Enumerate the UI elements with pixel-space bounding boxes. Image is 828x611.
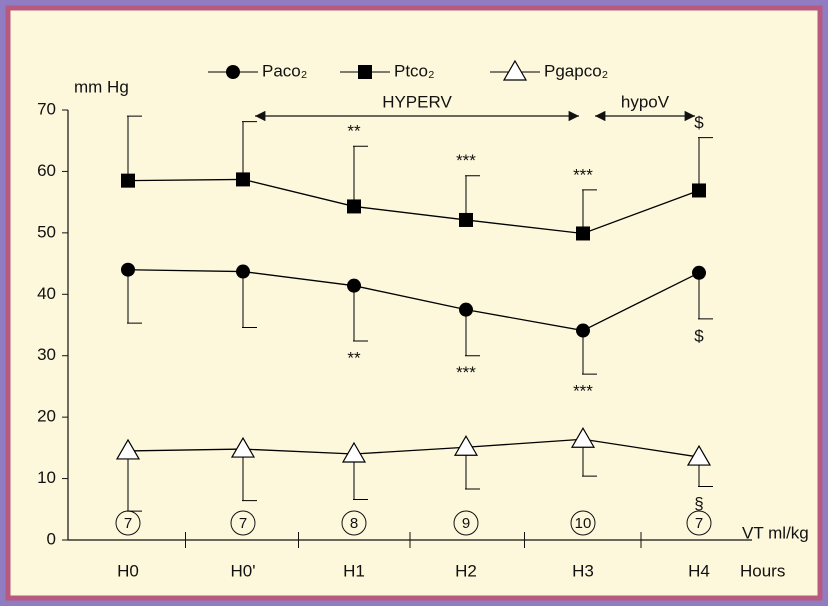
y-tick-label: 10 (37, 468, 56, 487)
n-value: 9 (462, 515, 470, 532)
point (692, 183, 706, 198)
x-tick-label: H0 (117, 561, 139, 580)
x-axis-label: Hours (740, 561, 785, 580)
error-bar (127, 450, 142, 512)
error-bar (127, 269, 142, 324)
y-tick-label: 50 (37, 222, 56, 241)
significance-label: ** (347, 122, 361, 141)
significance-label: *** (573, 165, 593, 184)
x-tick-label: H1 (343, 561, 365, 580)
significance-label: *** (456, 363, 476, 382)
x-tick-label: H3 (572, 561, 594, 580)
x-tick-label: H4 (688, 561, 710, 580)
y-axis-label: mm Hg (74, 77, 129, 96)
point (570, 427, 596, 448)
error-bar (465, 309, 480, 357)
point (459, 212, 473, 227)
y-tick-label: 40 (37, 284, 56, 303)
point (459, 302, 473, 317)
legend-marker (502, 59, 528, 81)
error-bar (242, 121, 257, 180)
error-bar (698, 272, 713, 320)
n-circle (686, 510, 712, 536)
error-bar (465, 175, 480, 220)
point (236, 172, 250, 187)
n-value: 10 (575, 515, 592, 532)
error-bar (127, 115, 142, 181)
point (236, 264, 250, 279)
error-bar (698, 137, 713, 191)
y-tick-label: 0 (47, 529, 56, 548)
n-value: 8 (350, 515, 358, 532)
phase-label: HYPERV (382, 92, 452, 111)
n-value: 7 (239, 515, 247, 532)
error-bar (242, 271, 257, 328)
n-circle (570, 510, 596, 536)
significance-label: $ (694, 326, 704, 345)
point (686, 444, 712, 466)
legend-label: Ptco₂ (394, 61, 435, 80)
point (347, 278, 361, 293)
n-circle (230, 510, 256, 536)
n-circle (453, 510, 479, 536)
n-circle (341, 510, 367, 536)
legend-label: Pgapco₂ (544, 61, 608, 80)
error-bar (582, 330, 597, 375)
legend-marker (358, 65, 372, 79)
error-bar (353, 285, 368, 342)
frame-inner (5, 5, 823, 601)
x-tick-label: H0' (231, 561, 256, 580)
point (121, 173, 135, 188)
x-tick-label: H2 (455, 561, 477, 580)
series-line (127, 269, 700, 332)
point (341, 441, 367, 463)
significance-label: ** (347, 348, 361, 367)
point (576, 226, 590, 241)
significance-label: $ (694, 113, 704, 132)
point (121, 262, 135, 277)
phase-label: hypoV (621, 92, 670, 111)
point (453, 435, 479, 456)
series-line (127, 178, 700, 235)
significance-label: *** (573, 382, 593, 401)
y-tick-label: 30 (37, 345, 56, 364)
y-tick-label: 60 (37, 161, 56, 180)
error-bar (353, 145, 368, 207)
n-label: VT ml/kg (742, 523, 809, 542)
point (347, 199, 361, 214)
point (115, 438, 141, 460)
point (692, 265, 706, 280)
n-value: 7 (695, 515, 703, 532)
significance-label: § (694, 494, 703, 513)
error-bar (582, 189, 597, 234)
legend-label: Paco₂ (262, 61, 307, 80)
significance-label: *** (456, 151, 476, 170)
error-bar (242, 449, 257, 502)
series-line (127, 438, 700, 458)
legend-marker (226, 65, 240, 79)
point (230, 436, 256, 458)
n-value: 7 (124, 515, 132, 532)
point (576, 323, 590, 338)
y-tick-label: 70 (37, 99, 56, 118)
y-tick-label: 20 (37, 407, 56, 426)
